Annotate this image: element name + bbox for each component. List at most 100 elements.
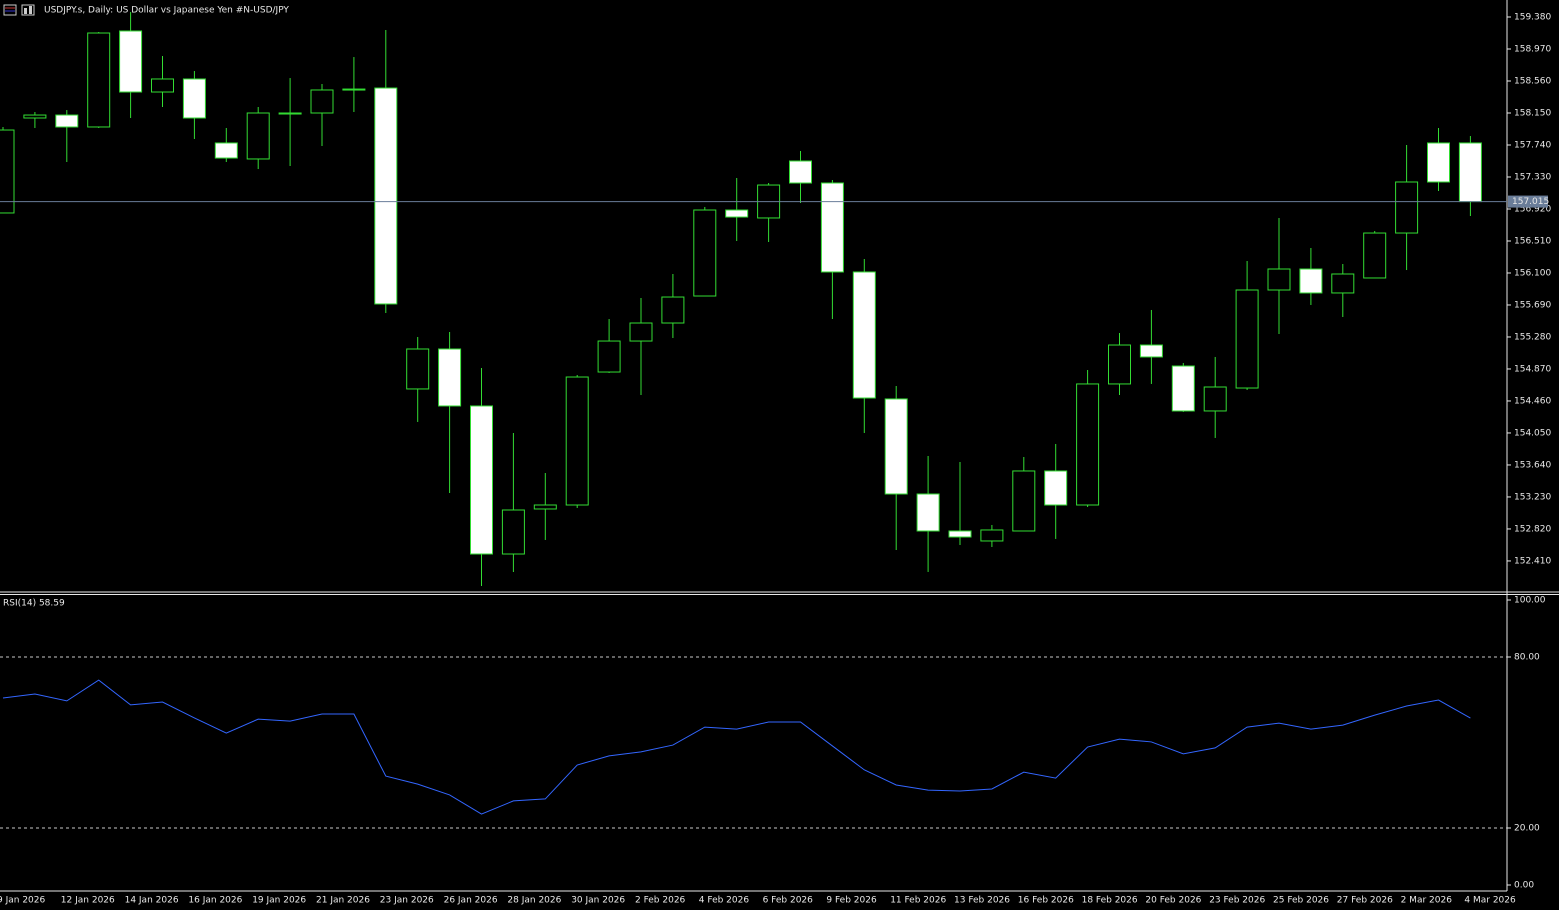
candle-body — [1171, 365, 1195, 412]
candle-body — [406, 348, 430, 390]
y-tick-label: 158.150 — [1514, 109, 1551, 119]
candle-body — [1267, 268, 1291, 291]
candle-body — [1139, 344, 1163, 358]
candle-body — [1108, 344, 1131, 385]
x-tick-label: 18 Feb 2026 — [1082, 896, 1138, 906]
candle-body — [884, 398, 908, 495]
y-tick-label: 155.280 — [1514, 332, 1551, 342]
candle-body — [182, 78, 206, 119]
candle-body — [725, 209, 749, 218]
x-tick-label: 23 Jan 2026 — [380, 896, 434, 906]
x-tick-label: 28 Jan 2026 — [507, 896, 561, 906]
x-tick-label: 13 Feb 2026 — [954, 896, 1010, 906]
rsi-line — [2, 679, 1471, 815]
y-tick-label: 20.00 — [1514, 824, 1540, 834]
candle-body — [789, 160, 812, 184]
x-tick-label: 4 Mar 2026 — [1464, 896, 1516, 906]
y-tick-label: 154.460 — [1514, 396, 1551, 406]
candle-body — [310, 89, 334, 114]
y-tick-label: 153.230 — [1514, 492, 1551, 502]
candle-body — [1395, 181, 1419, 234]
candle-body — [1235, 289, 1259, 389]
candle-body — [565, 376, 589, 506]
candle-body — [533, 504, 557, 510]
candle-body — [693, 209, 717, 297]
x-tick-label: 25 Feb 2026 — [1273, 896, 1329, 906]
candle-body — [470, 405, 493, 555]
y-tick-label: 156.510 — [1514, 236, 1551, 246]
y-tick-label: 0.00 — [1514, 881, 1534, 891]
candle-body — [151, 78, 174, 93]
x-tick-label: 26 Jan 2026 — [444, 896, 498, 906]
y-tick-label: 153.640 — [1514, 460, 1551, 470]
candle-body — [597, 340, 621, 373]
candle-body — [23, 114, 47, 119]
candle-body — [629, 322, 653, 342]
x-tick-label: 14 Jan 2026 — [125, 896, 179, 906]
x-tick-label: 16 Jan 2026 — [188, 896, 242, 906]
candle-body — [214, 142, 238, 159]
x-tick-label: 4 Feb 2026 — [699, 896, 750, 906]
candle-body — [1458, 142, 1482, 203]
x-tick-label: 27 Feb 2026 — [1337, 896, 1393, 906]
x-tick-label: 30 Jan 2026 — [571, 896, 625, 906]
x-tick-label: 12 Jan 2026 — [61, 896, 115, 906]
candle-body — [852, 271, 876, 399]
x-tick-label: 20 Feb 2026 — [1145, 896, 1201, 906]
indicator-title: RSI(14) 58.59 — [3, 599, 65, 609]
y-tick-label: 154.870 — [1514, 364, 1551, 374]
candle-body — [1203, 386, 1227, 412]
x-tick-label: 9 Jan 2026 — [0, 896, 45, 906]
candle-body — [278, 112, 302, 115]
candle-body — [342, 88, 366, 91]
candle-body — [820, 182, 844, 273]
x-tick-label: 9 Feb 2026 — [826, 896, 877, 906]
y-tick-label: 154.050 — [1514, 428, 1551, 438]
y-tick-label: 157.740 — [1514, 140, 1551, 150]
candle-body — [1076, 383, 1100, 506]
last-price-label: 157.015 — [1512, 197, 1549, 207]
candle-body — [661, 296, 685, 324]
symbol-icons — [3, 4, 35, 16]
y-tick-label: 156.100 — [1514, 268, 1551, 278]
y-tick-label: 157.330 — [1514, 172, 1551, 182]
candle-body — [1363, 232, 1387, 279]
x-tick-label: 21 Jan 2026 — [316, 896, 370, 906]
y-tick-label: 158.970 — [1514, 45, 1551, 55]
y-tick-label: 100.00 — [1514, 596, 1546, 606]
candle-body — [916, 493, 940, 532]
y-tick-label: 156.920 — [1514, 204, 1551, 214]
candle-body — [1427, 142, 1450, 183]
x-tick-label: 19 Jan 2026 — [252, 896, 306, 906]
candle-body — [55, 114, 79, 128]
x-tick-label: 2 Feb 2026 — [635, 896, 686, 906]
x-tick-label: 2 Mar 2026 — [1401, 896, 1453, 906]
candle-body — [1299, 268, 1323, 294]
candle-body — [948, 530, 972, 538]
candle-body — [501, 509, 525, 555]
y-tick-label: 159.380 — [1514, 13, 1551, 23]
x-tick-label: 23 Feb 2026 — [1209, 896, 1265, 906]
candle-body — [87, 32, 111, 128]
candle-body — [119, 30, 143, 93]
y-tick-label: 152.820 — [1514, 524, 1551, 534]
candle-body — [1331, 273, 1355, 294]
candle-body — [1012, 470, 1036, 532]
x-tick-label: 16 Feb 2026 — [1018, 896, 1074, 906]
y-tick-label: 155.690 — [1514, 300, 1551, 310]
candle-body — [246, 112, 270, 160]
x-tick-label: 11 Feb 2026 — [890, 896, 946, 906]
chart-title: USDJPY.s, Daily: US Dollar vs Japanese Y… — [44, 6, 289, 16]
candle-body — [374, 87, 398, 305]
x-tick-label: 6 Feb 2026 — [763, 896, 814, 906]
y-tick-label: 152.410 — [1514, 556, 1551, 566]
candle-body — [438, 348, 462, 407]
y-tick-label: 80.00 — [1514, 653, 1540, 663]
candle-body — [0, 129, 15, 214]
y-tick-label: 158.560 — [1514, 77, 1551, 87]
candle-body — [980, 529, 1004, 542]
candle-body — [1044, 470, 1068, 506]
